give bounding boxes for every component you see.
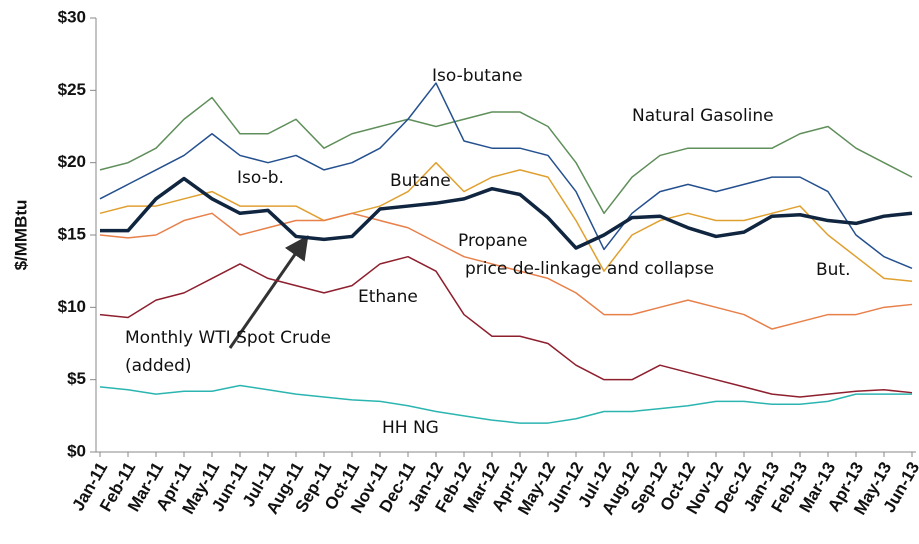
series-label: Monthly WTI Spot Crude — [125, 328, 331, 348]
series-line — [99, 96, 913, 215]
series-label: Iso-butane — [432, 66, 523, 86]
series-line — [99, 82, 913, 269]
annotation: But. — [816, 260, 851, 280]
series-label: HH NG — [382, 418, 439, 438]
series-line — [99, 255, 913, 398]
series-line — [99, 384, 912, 424]
series-label: Ethane — [358, 287, 418, 307]
y-tick-label: $25 — [58, 80, 86, 99]
series-label: Butane — [390, 171, 451, 191]
y-tick-label: $5 — [67, 369, 86, 388]
y-axis-label: $/MMBtu — [11, 200, 30, 271]
y-tick-label: $30 — [58, 7, 86, 26]
y-tick-label: $10 — [58, 297, 86, 316]
series-line — [100, 176, 913, 250]
series-line — [99, 161, 913, 283]
y-tick-label: $0 — [67, 441, 86, 460]
series-line — [99, 212, 913, 330]
annotation: (added) — [125, 356, 192, 376]
arrow — [228, 235, 309, 349]
annotation: Iso-b. — [237, 168, 284, 188]
series-label: Natural Gasoline — [632, 106, 774, 126]
annotation: price de-linkage and collapse — [465, 259, 714, 279]
series-label: Propane — [458, 231, 527, 251]
y-tick-label: $15 — [58, 224, 86, 243]
y-tick-label: $20 — [58, 152, 86, 171]
